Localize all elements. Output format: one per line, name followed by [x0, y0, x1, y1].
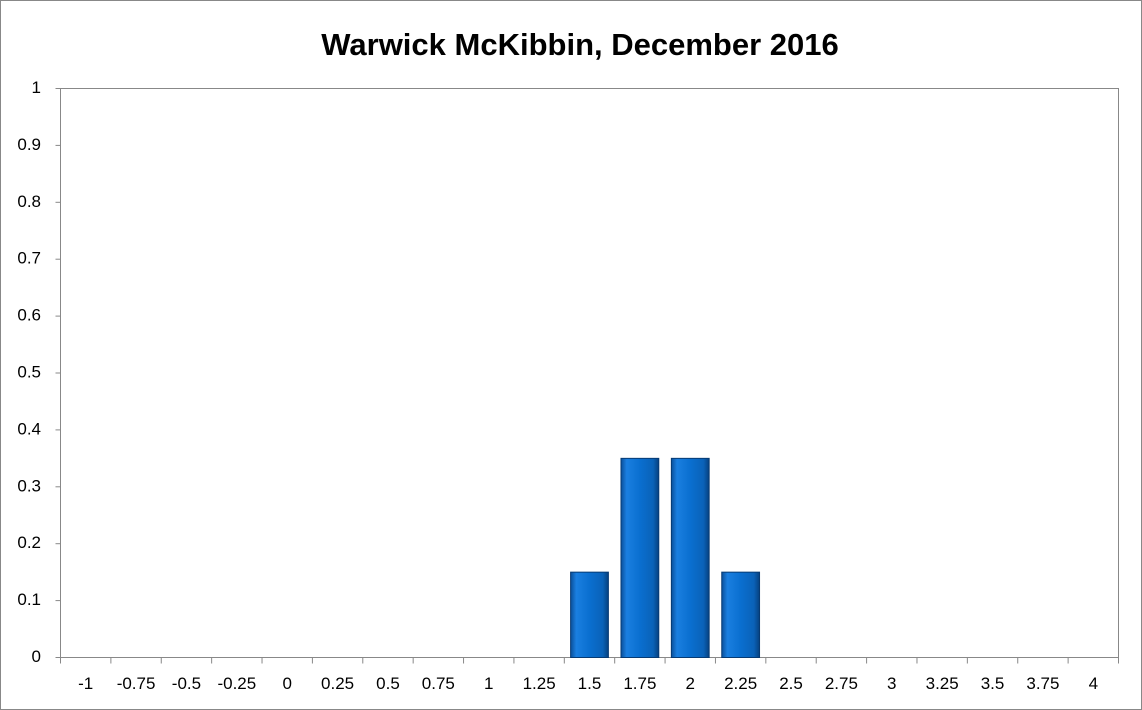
x-tick-label: 2 — [686, 674, 695, 693]
y-tick-label: 0.4 — [17, 419, 41, 438]
x-tick-label: 1.5 — [578, 674, 602, 693]
bar — [620, 457, 660, 658]
x-tick-label: 0 — [282, 674, 291, 693]
x-tick-label: -0.25 — [217, 674, 256, 693]
y-tick-label: 1 — [32, 78, 41, 97]
y-tick-label: 0.6 — [17, 306, 41, 325]
y-tick-label: 0.1 — [17, 590, 41, 609]
x-tick-label: -1 — [78, 674, 93, 693]
y-tick-label: 0.3 — [17, 476, 41, 495]
x-tick-label: 1.75 — [623, 674, 656, 693]
y-tick-label: 0.7 — [17, 249, 41, 268]
bar — [570, 571, 609, 659]
x-tick-label: -0.75 — [117, 674, 156, 693]
y-tick-label: 0 — [32, 647, 41, 666]
x-tick-label: 2.25 — [724, 674, 757, 693]
x-tick-label: 1.25 — [523, 674, 556, 693]
x-tick-label: 0.75 — [422, 674, 455, 693]
x-tick-label: 3.75 — [1026, 674, 1059, 693]
x-tick-label: 3.5 — [981, 674, 1005, 693]
chart-title: Warwick McKibbin, December 2016 — [321, 27, 838, 62]
x-tick-label: 4 — [1089, 674, 1098, 693]
y-tick-label: 0.5 — [17, 362, 41, 381]
y-tick-label: 0.8 — [17, 192, 41, 211]
x-tick-label: 2.75 — [825, 674, 858, 693]
x-tick-label: 0.25 — [321, 674, 354, 693]
bar — [670, 457, 710, 658]
y-tick-label: 0.9 — [17, 135, 41, 154]
x-tick-label: -0.5 — [172, 674, 201, 693]
bar — [721, 571, 761, 659]
x-tick-label: 1 — [484, 674, 493, 693]
y-tick-label: 0.2 — [17, 533, 41, 552]
x-tick-label: 3.25 — [926, 674, 959, 693]
x-tick-label: 3 — [887, 674, 896, 693]
x-tick-label: 0.5 — [376, 674, 400, 693]
x-tick-label: 2.5 — [779, 674, 803, 693]
